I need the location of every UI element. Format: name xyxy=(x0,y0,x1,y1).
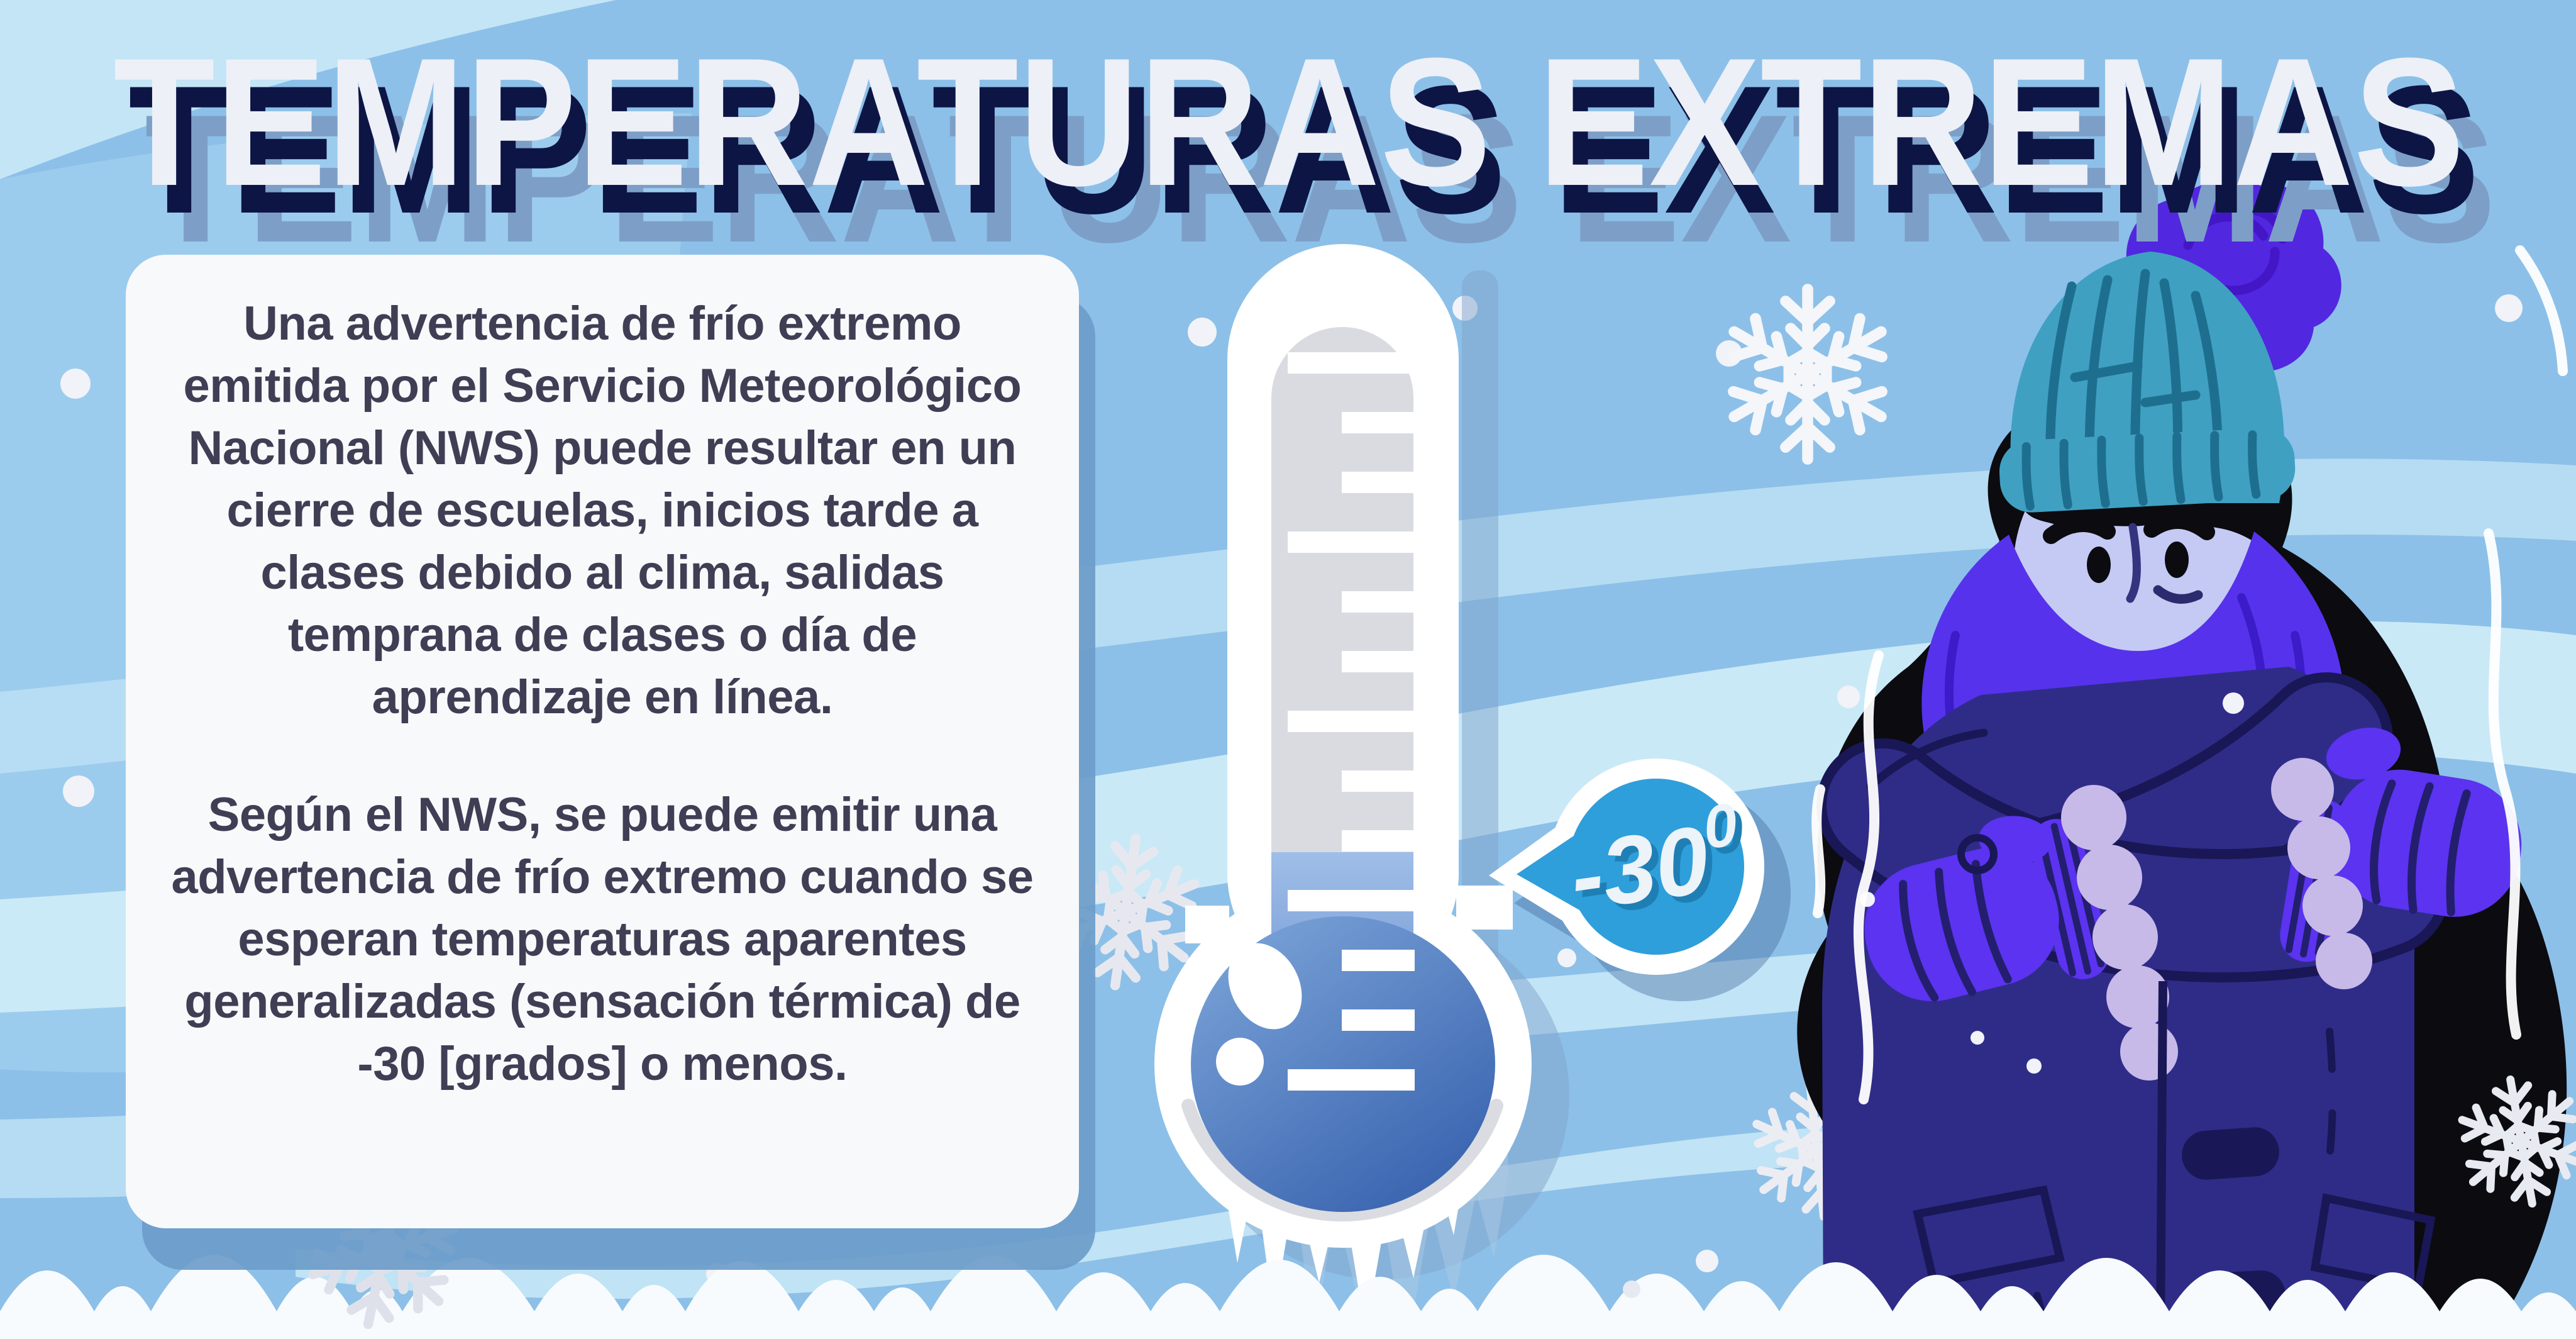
card-paragraph-2: Según el NWS, se puede emitir una advert… xyxy=(171,788,1034,1091)
speech-bubble-fill xyxy=(1517,779,1744,955)
title-hard-shadow: TEMPERATURAS EXTREMAS xyxy=(128,48,2480,252)
info-card: Una advertencia de frío extremo emitida … xyxy=(126,255,1079,1228)
snow-border xyxy=(0,1255,2576,1339)
card-paragraph-1: Una advertencia de frío extremo emitida … xyxy=(183,297,1022,724)
snow-dot xyxy=(1623,1281,1640,1298)
bulb-rim-shadow xyxy=(1181,1099,1503,1222)
thermometer-icon xyxy=(1154,244,1569,1339)
temperature-bubble xyxy=(1489,758,1791,1001)
bulb-highlight xyxy=(1216,1038,1264,1086)
glove-right xyxy=(2326,727,2522,917)
cold-person-illustration xyxy=(1797,245,2568,1339)
snowflake-icon xyxy=(1723,289,1893,459)
beanie-hat xyxy=(1999,252,2296,513)
title-text: TEMPERATURAS EXTREMAS xyxy=(113,20,2465,224)
page-title: TEMPERATURAS EXTREMAS TEMPERATURAS EXTRE… xyxy=(113,20,2496,281)
wind-lines xyxy=(1811,245,2568,1104)
glove-left xyxy=(1864,816,2059,1002)
bulb-highlight xyxy=(1228,943,1302,1030)
face-features xyxy=(2043,512,2215,604)
fur-cuffs xyxy=(2061,758,2372,1081)
thermometer-ticks xyxy=(1288,352,1415,1091)
title-soft-shadow: TEMPERATURAS EXTREMAS xyxy=(145,77,2496,281)
